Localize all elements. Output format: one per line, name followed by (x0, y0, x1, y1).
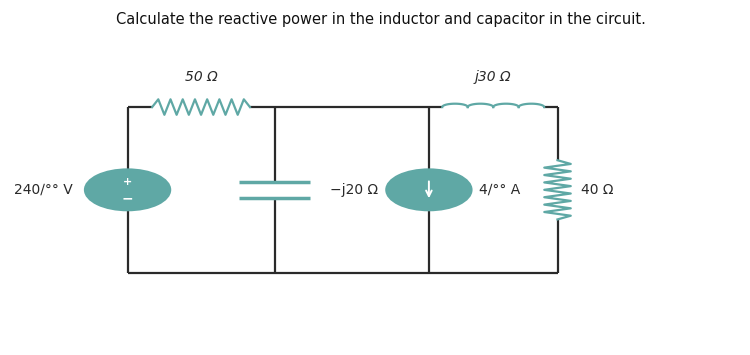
Circle shape (386, 169, 472, 210)
Text: j30 Ω: j30 Ω (475, 70, 512, 84)
Text: 50 Ω: 50 Ω (184, 70, 218, 84)
Text: −: − (122, 191, 134, 206)
Circle shape (85, 169, 170, 210)
Text: Calculate the reactive power in the inductor and capacitor in the circuit.: Calculate the reactive power in the indu… (116, 12, 646, 27)
Text: 4∕°° A: 4∕°° A (479, 183, 520, 197)
Text: 240∕°° V: 240∕°° V (13, 183, 73, 197)
Text: +: + (123, 177, 132, 187)
Text: 40 Ω: 40 Ω (581, 183, 614, 197)
Text: −j20 Ω: −j20 Ω (330, 183, 378, 197)
